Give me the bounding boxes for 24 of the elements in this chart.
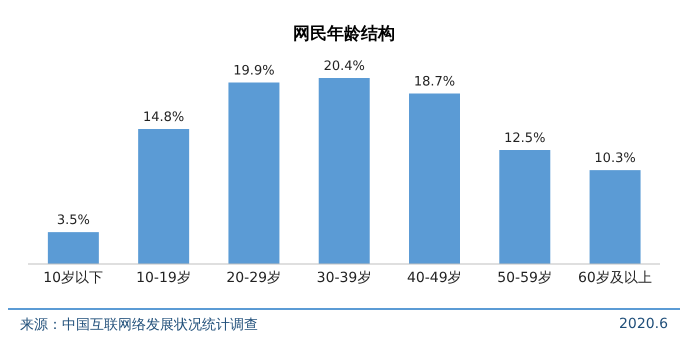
x-tick-label: 60岁及以上 xyxy=(578,270,652,286)
data-label: 3.5% xyxy=(56,213,90,228)
data-label: 18.7% xyxy=(414,74,456,90)
bar xyxy=(138,129,190,264)
x-tick-label: 50-59岁 xyxy=(497,270,552,286)
data-label: 20.4% xyxy=(324,59,365,74)
bar xyxy=(409,94,460,264)
bar xyxy=(228,82,280,264)
data-label: 10.3% xyxy=(594,151,636,166)
bar xyxy=(48,232,99,264)
data-label: 19.9% xyxy=(233,64,275,79)
data-label: 14.8% xyxy=(142,110,184,126)
x-tick-label: 10岁以下 xyxy=(43,270,104,286)
bar xyxy=(590,170,641,264)
source-note: 来源：中国互联网络发展状况统计调查 xyxy=(20,316,258,334)
text: 2020.6 xyxy=(619,316,668,334)
bar xyxy=(499,150,550,264)
chart-title: 网民年龄结构 xyxy=(292,23,396,46)
x-tick-label: 40-49岁 xyxy=(406,270,462,286)
x-tick-label: 20-29岁 xyxy=(226,270,282,286)
bar xyxy=(318,78,370,264)
x-tick-label: 10-19岁 xyxy=(136,270,191,286)
x-tick-label: 30-39岁 xyxy=(316,270,372,286)
data-label: 12.5% xyxy=(504,131,546,146)
